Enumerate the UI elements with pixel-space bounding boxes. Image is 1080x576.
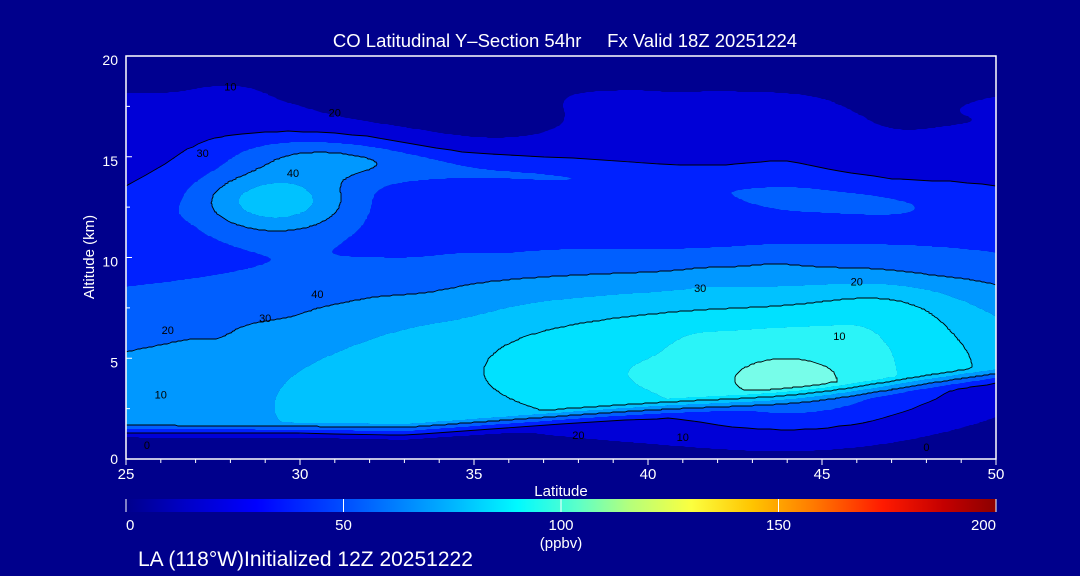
- svg-text:CO Latitudinal Y–Section 54hr: CO Latitudinal Y–Section 54hr Fx Valid 1…: [333, 30, 797, 51]
- svg-text:150: 150: [766, 517, 791, 534]
- svg-text:20: 20: [329, 107, 341, 119]
- svg-text:100: 100: [548, 517, 573, 534]
- svg-text:30: 30: [259, 313, 271, 325]
- svg-text:LA (118°W)Initialized 12Z 2025: LA (118°W)Initialized 12Z 20251222: [138, 548, 473, 571]
- svg-text:30: 30: [196, 148, 208, 160]
- svg-text:0: 0: [110, 451, 118, 467]
- svg-text:20: 20: [572, 430, 584, 442]
- svg-text:10: 10: [677, 432, 689, 444]
- svg-text:10: 10: [155, 390, 167, 402]
- svg-text:10: 10: [102, 254, 118, 270]
- svg-text:10: 10: [224, 81, 236, 93]
- svg-text:30: 30: [694, 283, 706, 295]
- svg-text:25: 25: [118, 466, 135, 483]
- svg-text:40: 40: [287, 168, 299, 180]
- svg-text:0: 0: [144, 440, 150, 452]
- svg-text:40: 40: [311, 289, 323, 301]
- svg-text:0: 0: [126, 517, 134, 534]
- svg-text:(ppbv): (ppbv): [540, 535, 583, 552]
- svg-text:45: 45: [814, 466, 831, 483]
- svg-text:50: 50: [335, 517, 352, 534]
- svg-text:40: 40: [640, 466, 657, 483]
- svg-text:5: 5: [110, 354, 118, 370]
- svg-text:15: 15: [102, 153, 118, 169]
- svg-text:35: 35: [466, 466, 483, 483]
- svg-text:30: 30: [292, 466, 309, 483]
- svg-text:20: 20: [162, 325, 174, 337]
- svg-text:20: 20: [851, 277, 863, 289]
- svg-text:20: 20: [102, 52, 118, 68]
- svg-text:10: 10: [833, 331, 845, 343]
- svg-text:0: 0: [923, 442, 929, 454]
- svg-text:200: 200: [971, 517, 996, 534]
- svg-text:50: 50: [988, 466, 1005, 483]
- svg-text:Altitude (km): Altitude (km): [81, 215, 98, 299]
- svg-text:Latitude: Latitude: [534, 483, 587, 500]
